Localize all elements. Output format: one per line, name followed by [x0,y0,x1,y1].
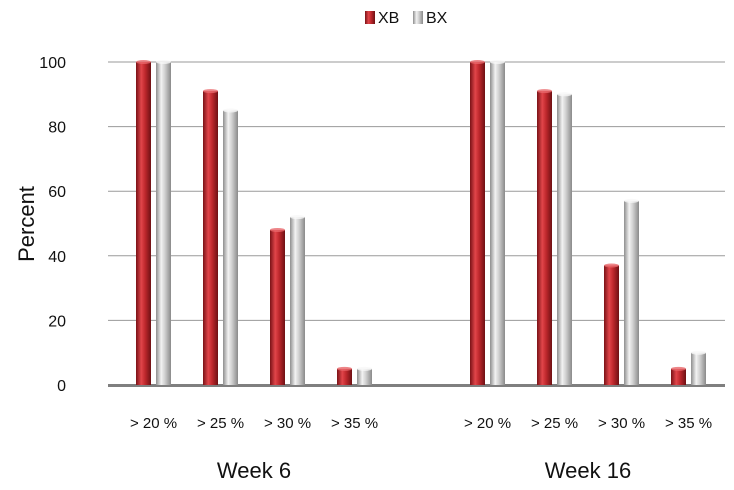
legend-label-xb: XB [378,10,399,27]
x-tick-label: > 30 % [264,415,311,432]
x-tick-label: > 20 % [130,415,177,432]
bar-cap [357,366,372,371]
bar-xb [671,368,686,385]
bar-bx [557,94,572,386]
bar-xb [203,91,218,385]
y-tick-label: 80 [48,120,66,137]
bar-xb [136,62,151,385]
y-tick-label: 20 [48,313,66,330]
x-tick-label: > 20 % [464,415,511,432]
bar-xb [537,91,552,385]
legend-swatch-xb [365,11,375,24]
bar-cap [156,60,171,64]
bar-xb [470,62,485,385]
bar-cap [223,108,238,113]
bar-bx [156,62,171,385]
legend-swatch-bx [413,11,423,24]
axis-labels: 0 20 40 60 80 100 > 20 % > 25 % > 30 % > 35 % Week… [39,55,712,483]
bar-xb [270,229,285,385]
bar-cap [557,92,572,97]
legend-label-bx: BX [426,10,448,27]
bar-bx [223,110,238,385]
bar-cap [136,60,151,64]
axes [108,384,725,387]
x-tick-label: > 35 % [665,415,712,432]
y-tick-label: 60 [48,184,66,201]
bar-cap [490,60,505,64]
bar-xb [604,265,619,385]
bar-cap [604,263,619,268]
bar-cap [290,215,305,220]
bar-cap [470,60,485,64]
bar-cap [270,227,285,232]
bar-bx [490,62,505,385]
bar-cap [537,89,552,94]
bar-cap [671,366,686,371]
bar-bx [624,200,639,385]
y-tick-label: 0 [57,378,66,395]
bar-xb [337,368,352,385]
bars [136,60,706,386]
bar-cap [624,198,639,203]
x-tick-label: > 25 % [531,415,578,432]
y-tick-label: 100 [39,55,66,72]
bar-cap [337,366,352,371]
x-tick-label: > 30 % [598,415,645,432]
x-axis-line [108,384,725,387]
x-tick-label: > 25 % [197,415,244,432]
group-label: Week 16 [545,458,631,483]
bar-bx [691,352,706,385]
bar-cap [691,350,706,355]
y-axis-label: Percent [14,186,39,262]
legend: XB BX [365,10,448,27]
bar-bx [290,217,305,385]
bar-bx [357,368,372,385]
group-label: Week 6 [217,458,291,483]
y-tick-label: 40 [48,249,66,266]
x-tick-label: > 35 % [331,415,378,432]
bar-cap [203,89,218,94]
